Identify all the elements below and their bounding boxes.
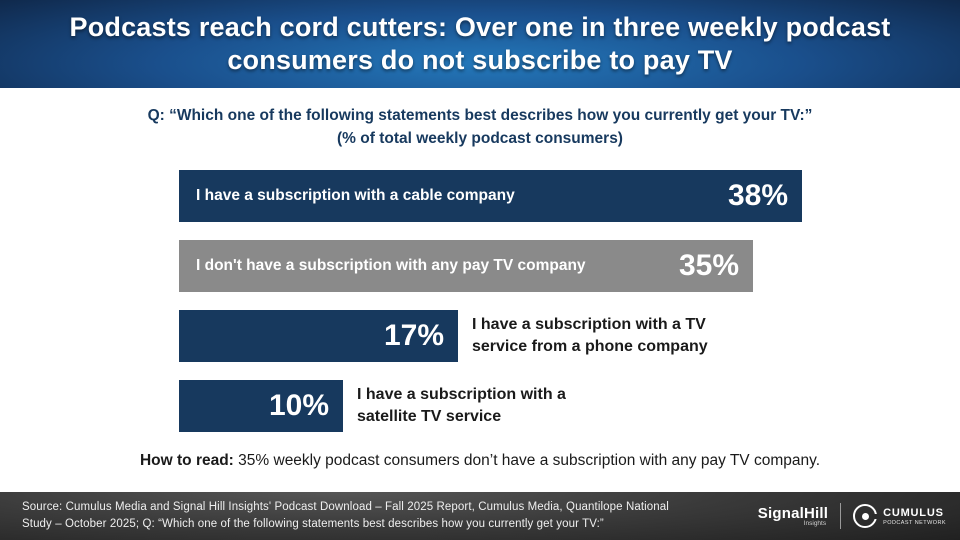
bar-no-paytv: I don't have a subscription with any pay… [179,240,753,292]
how-to-read-note: How to read: 35% weekly podcast consumer… [0,452,960,470]
footer-logos: SignalHill Insights CUMULUS PODCAST NETW… [758,503,960,529]
bar-cable-label: I have a subscription with a cable compa… [196,187,515,204]
bar-row-phone: 17% I have a subscription with a TV serv… [179,310,939,362]
cumulus-name: CUMULUS [883,506,944,519]
cumulus-sub: PODCAST NETWORK [883,519,946,526]
chart-question: Q: “Which one of the following statement… [0,104,960,151]
bar-cable: I have a subscription with a cable compa… [179,170,802,222]
source-line-2: Study – October 2025; Q: “Which one of t… [22,518,604,530]
bar-satellite-label: I have a subscription with a satellite T… [357,386,566,425]
cumulus-wordmark: CUMULUS PODCAST NETWORK [883,507,946,526]
how-to-read-lead: How to read: [139,452,234,469]
footer-band: Source: Cumulus Media and Signal Hill In… [0,492,960,540]
header-band: Podcasts reach cord cutters: Over one in… [0,0,960,88]
cumulus-logo: CUMULUS PODCAST NETWORK [853,504,946,528]
signalhill-wordmark: SignalHill [757,505,829,522]
cumulus-c-icon [853,504,880,528]
bar-no-paytv-value: 35% [678,249,739,282]
signalhill-insights-label: Insights [803,520,827,527]
bar-phone-label: I have a subscription with a TV service … [472,316,708,355]
logo-divider [840,503,842,529]
bar-no-paytv-label: I don't have a subscription with any pay… [196,257,586,274]
question-line-1: Q: “Which one of the following statement… [147,107,813,124]
bar-cable-value: 38% [727,179,788,212]
bar-satellite-value: 10% [268,389,329,422]
bar-satellite: 10% [179,380,343,432]
signalhill-logo: SignalHill Insights [758,505,828,527]
bar-phone: 17% [179,310,458,362]
how-to-read-text: 35% weekly podcast consumers don’t have … [233,452,821,469]
bar-row-no-paytv: I don't have a subscription with any pay… [179,240,939,292]
bar-phone-value: 17% [383,319,444,352]
bar-chart: I have a subscription with a cable compa… [179,170,939,450]
source-note: Source: Cumulus Media and Signal Hill In… [0,499,730,532]
bar-row-satellite: 10% I have a subscription with a satelli… [179,380,939,432]
question-line-2: (% of total weekly podcast consumers) [337,130,623,148]
bar-row-cable: I have a subscription with a cable compa… [179,170,939,222]
source-line-1: Source: Cumulus Media and Signal Hill In… [22,501,669,514]
page-title: Podcasts reach cord cutters: Over one in… [69,12,891,75]
